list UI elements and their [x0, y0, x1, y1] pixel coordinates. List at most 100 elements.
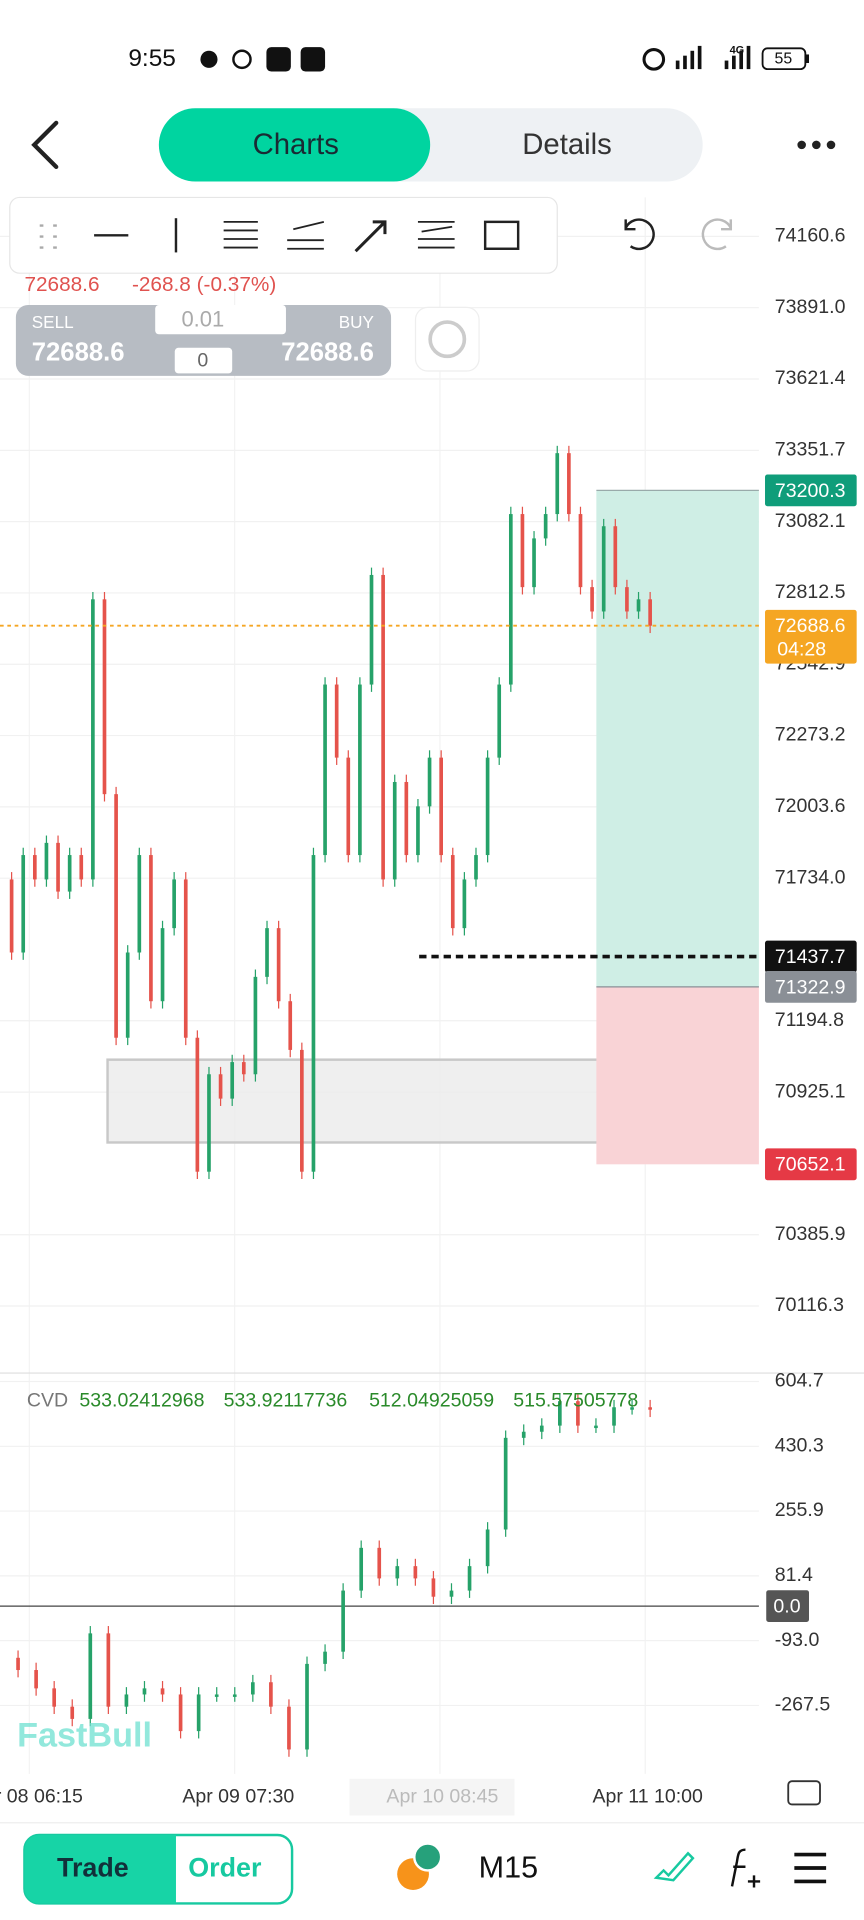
y-tick-label: 81.4	[775, 1564, 813, 1586]
cvd-legend-value: 533.02412968	[79, 1389, 204, 1411]
candle	[369, 574, 374, 685]
candle	[196, 1694, 201, 1732]
candle	[532, 538, 536, 588]
zero-badge	[766, 1590, 810, 1622]
candle	[9, 879, 14, 953]
trade-button[interactable]: Trade	[57, 1852, 129, 1882]
candle	[381, 574, 385, 880]
sl-badge	[765, 1148, 857, 1181]
candle	[497, 684, 502, 758]
quote-price: 72688.6	[24, 273, 99, 296]
fullscreen-button[interactable]	[787, 1780, 821, 1806]
candle	[311, 855, 316, 1172]
draw-button[interactable]	[653, 1851, 695, 1882]
candle	[346, 757, 351, 856]
timeframe[interactable]: M15	[479, 1850, 538, 1884]
plot-area: 74160.6 73891.0 73621.4 73351.7 73082.1 72812…	[0, 197, 864, 1816]
candle	[241, 1062, 246, 1075]
candle	[485, 1529, 490, 1567]
clock-button[interactable]	[414, 306, 480, 372]
candle	[467, 1566, 472, 1591]
trade-panel[interactable]	[15, 304, 392, 376]
x-tick-label: Apr 09 07:30	[182, 1785, 294, 1807]
candle	[160, 1688, 165, 1695]
candle	[334, 684, 339, 758]
coin-icon-2	[413, 1842, 443, 1872]
tab-details[interactable]: Details	[522, 128, 612, 161]
candle	[300, 1049, 304, 1172]
cvd-title: CVD	[27, 1389, 68, 1411]
candle	[590, 587, 594, 612]
y-tick-label: 71194.8	[775, 1009, 844, 1031]
candle	[178, 1694, 183, 1732]
back-button[interactable]	[31, 120, 59, 170]
candle	[124, 1694, 129, 1707]
count-box[interactable]	[174, 347, 233, 374]
y-tick-label: 73891.0	[775, 296, 846, 318]
candle	[474, 855, 478, 880]
sell-price[interactable]: 72688.6	[32, 339, 125, 367]
candle	[323, 1651, 327, 1664]
candle	[520, 514, 525, 588]
menu-button[interactable]	[794, 1852, 827, 1884]
watermark: FastBull	[17, 1716, 152, 1754]
candle	[56, 842, 60, 892]
tp-badge-label: 73200.3	[775, 480, 846, 502]
candle	[106, 1633, 111, 1707]
y-tick-label: 73621.4	[775, 367, 846, 389]
candle	[555, 453, 560, 515]
quote-change: -268.8 (-0.37%)	[132, 273, 276, 296]
x-tick-label: Apr 08 06:15	[0, 1785, 83, 1807]
candle	[630, 1407, 634, 1410]
cvd-legend-value: 533.92117736	[224, 1389, 348, 1411]
candle	[142, 1688, 147, 1695]
y-tick-label: -93.0	[775, 1629, 820, 1651]
y-tick-label: -267.5	[775, 1694, 831, 1716]
candle	[558, 1401, 562, 1426]
candle	[114, 794, 118, 1038]
tab-charts[interactable]: Charts	[253, 128, 339, 161]
candle	[539, 1425, 544, 1432]
candle	[358, 684, 362, 856]
y-tick-label: 73351.7	[775, 438, 846, 460]
candle	[32, 855, 37, 880]
y-tick-label: 255.9	[775, 1499, 824, 1521]
candle	[395, 1566, 400, 1579]
candle	[359, 1547, 364, 1591]
candle	[323, 684, 327, 856]
candle	[305, 1663, 309, 1750]
crosshair-label-bg	[349, 1778, 515, 1816]
candle	[431, 1578, 436, 1597]
tab-active[interactable]	[158, 108, 431, 182]
sell-label[interactable]: SELL	[32, 313, 74, 332]
candle	[648, 599, 652, 626]
x-tick-label: Apr 10 08:45	[386, 1785, 498, 1807]
toolbar-icons[interactable]	[39, 218, 733, 253]
trade-active[interactable]	[24, 1834, 176, 1904]
candle	[102, 599, 107, 795]
candle	[427, 757, 432, 807]
candle	[503, 1437, 508, 1530]
buy-label[interactable]: BUY	[339, 313, 375, 332]
price-badge-label: 72688.6	[775, 615, 846, 637]
indicator-button[interactable]	[730, 1848, 761, 1888]
x-tick-label: Apr 11 10:00	[592, 1785, 703, 1807]
candle	[341, 1590, 345, 1652]
lot-size[interactable]: 0.01	[181, 307, 224, 332]
more-button[interactable]	[797, 140, 836, 150]
battery-level: 55	[775, 51, 793, 68]
buy-price[interactable]: 72688.6	[281, 339, 374, 367]
lot-box[interactable]	[155, 304, 286, 335]
candle	[44, 842, 49, 880]
order-button[interactable]: Order	[188, 1852, 262, 1882]
pending-badge	[765, 940, 857, 973]
status-icons	[200, 45, 810, 72]
count[interactable]: 0	[197, 349, 208, 371]
candle	[578, 514, 583, 588]
y-tick-label: 72003.6	[775, 795, 846, 817]
candle	[521, 1431, 526, 1438]
candle	[183, 879, 188, 1038]
candle	[392, 781, 397, 880]
candle	[462, 879, 467, 929]
